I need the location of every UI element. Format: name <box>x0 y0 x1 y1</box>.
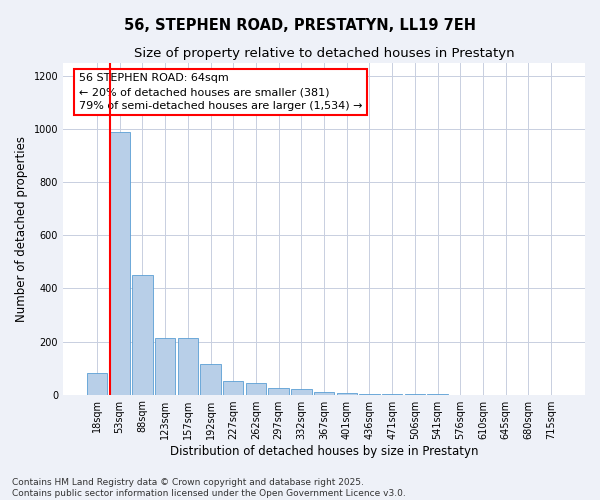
X-axis label: Distribution of detached houses by size in Prestatyn: Distribution of detached houses by size … <box>170 444 478 458</box>
Text: Contains HM Land Registry data © Crown copyright and database right 2025.
Contai: Contains HM Land Registry data © Crown c… <box>12 478 406 498</box>
Bar <box>132 275 152 394</box>
Bar <box>268 388 289 394</box>
Bar <box>314 392 334 394</box>
Bar <box>223 382 244 394</box>
Y-axis label: Number of detached properties: Number of detached properties <box>15 136 28 322</box>
Title: Size of property relative to detached houses in Prestatyn: Size of property relative to detached ho… <box>134 48 514 60</box>
Text: 56, STEPHEN ROAD, PRESTATYN, LL19 7EH: 56, STEPHEN ROAD, PRESTATYN, LL19 7EH <box>124 18 476 32</box>
Bar <box>245 382 266 394</box>
Bar <box>291 390 311 394</box>
Bar <box>178 338 198 394</box>
Bar <box>200 364 221 394</box>
Bar <box>109 132 130 394</box>
Text: 56 STEPHEN ROAD: 64sqm
← 20% of detached houses are smaller (381)
79% of semi-de: 56 STEPHEN ROAD: 64sqm ← 20% of detached… <box>79 73 362 111</box>
Bar <box>155 338 175 394</box>
Bar <box>87 374 107 394</box>
